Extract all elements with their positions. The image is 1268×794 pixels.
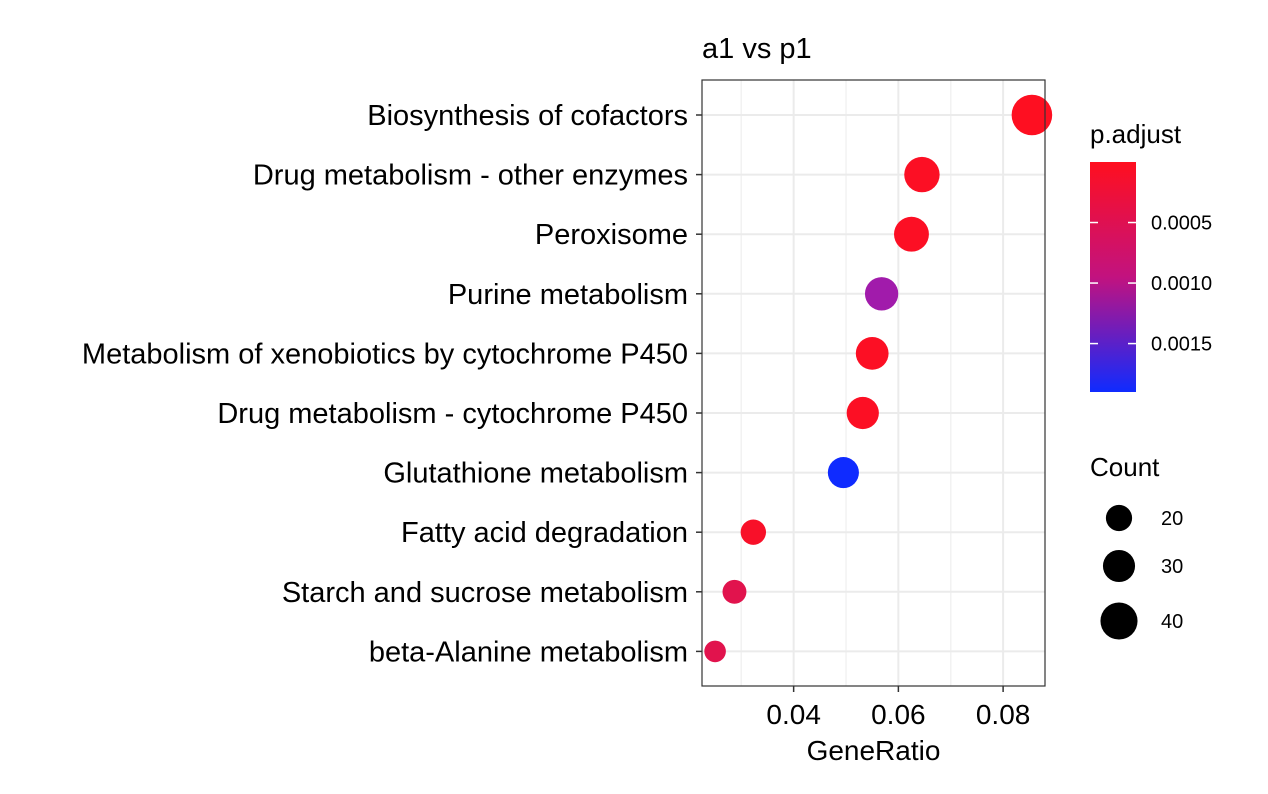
y-tick-label: Drug metabolism - cytochrome P450 xyxy=(217,398,688,430)
color-legend: p.adjust 0.0005 0.0010 0.0015 xyxy=(1090,119,1212,392)
data-point xyxy=(904,156,940,193)
color-legend-ticks: 0.0005 0.0010 0.0015 xyxy=(1090,213,1212,356)
size-legend-key xyxy=(1102,549,1136,583)
data-point xyxy=(846,396,879,430)
y-tick-label: beta-Alanine metabolism xyxy=(369,636,688,668)
size-legend-key xyxy=(1100,602,1138,640)
size-legend-label: 30 xyxy=(1161,556,1183,578)
y-tick-label: Metabolism of xenobiotics by cytochrome … xyxy=(82,338,688,370)
size-legend: Count 20 30 40 xyxy=(1090,452,1183,640)
chart-title: a1 vs p1 xyxy=(702,33,812,65)
y-tick-label: Glutathione metabolism xyxy=(383,458,688,490)
data-point xyxy=(740,519,767,545)
y-tick-label: Starch and sucrose metabolism xyxy=(282,577,688,609)
data-point xyxy=(722,579,747,604)
y-tick-label: Drug metabolism - other enzymes xyxy=(253,160,688,192)
y-tick-label: Fatty acid degradation xyxy=(401,517,688,549)
major-gridlines xyxy=(702,80,1045,686)
color-legend-bar xyxy=(1090,162,1136,392)
x-axis-label: GeneRatio xyxy=(807,735,941,766)
x-axis: 0.04 0.06 0.08 xyxy=(766,686,1030,730)
y-tick-label: Peroxisome xyxy=(535,219,688,251)
data-points xyxy=(704,94,1053,663)
size-legend-keys: 20 30 40 xyxy=(1100,504,1183,640)
color-legend-label: 0.0015 xyxy=(1151,334,1212,356)
size-legend-key xyxy=(1105,504,1133,532)
x-tick-label: 0.04 xyxy=(766,699,821,730)
y-tick-label: Biosynthesis of cofactors xyxy=(367,100,688,132)
color-legend-label: 0.0010 xyxy=(1151,273,1212,295)
size-legend-label: 40 xyxy=(1161,611,1183,633)
plot-panel xyxy=(701,79,1053,687)
size-legend-title: Count xyxy=(1090,452,1160,482)
y-tick-label: Purine metabolism xyxy=(448,279,688,311)
y-axis: Biosynthesis of cofactors Drug metabolism… xyxy=(82,100,702,668)
data-point xyxy=(864,277,899,311)
size-legend-label: 20 xyxy=(1161,508,1183,530)
data-point xyxy=(827,457,859,489)
data-point xyxy=(855,337,889,370)
panel-border xyxy=(701,79,1046,687)
data-point xyxy=(894,216,929,252)
data-point xyxy=(1011,94,1053,136)
x-tick-label: 0.06 xyxy=(871,699,926,730)
color-legend-label: 0.0005 xyxy=(1151,213,1212,235)
color-legend-title: p.adjust xyxy=(1090,119,1182,149)
x-tick-label: 0.08 xyxy=(976,699,1031,730)
data-point xyxy=(704,640,726,663)
